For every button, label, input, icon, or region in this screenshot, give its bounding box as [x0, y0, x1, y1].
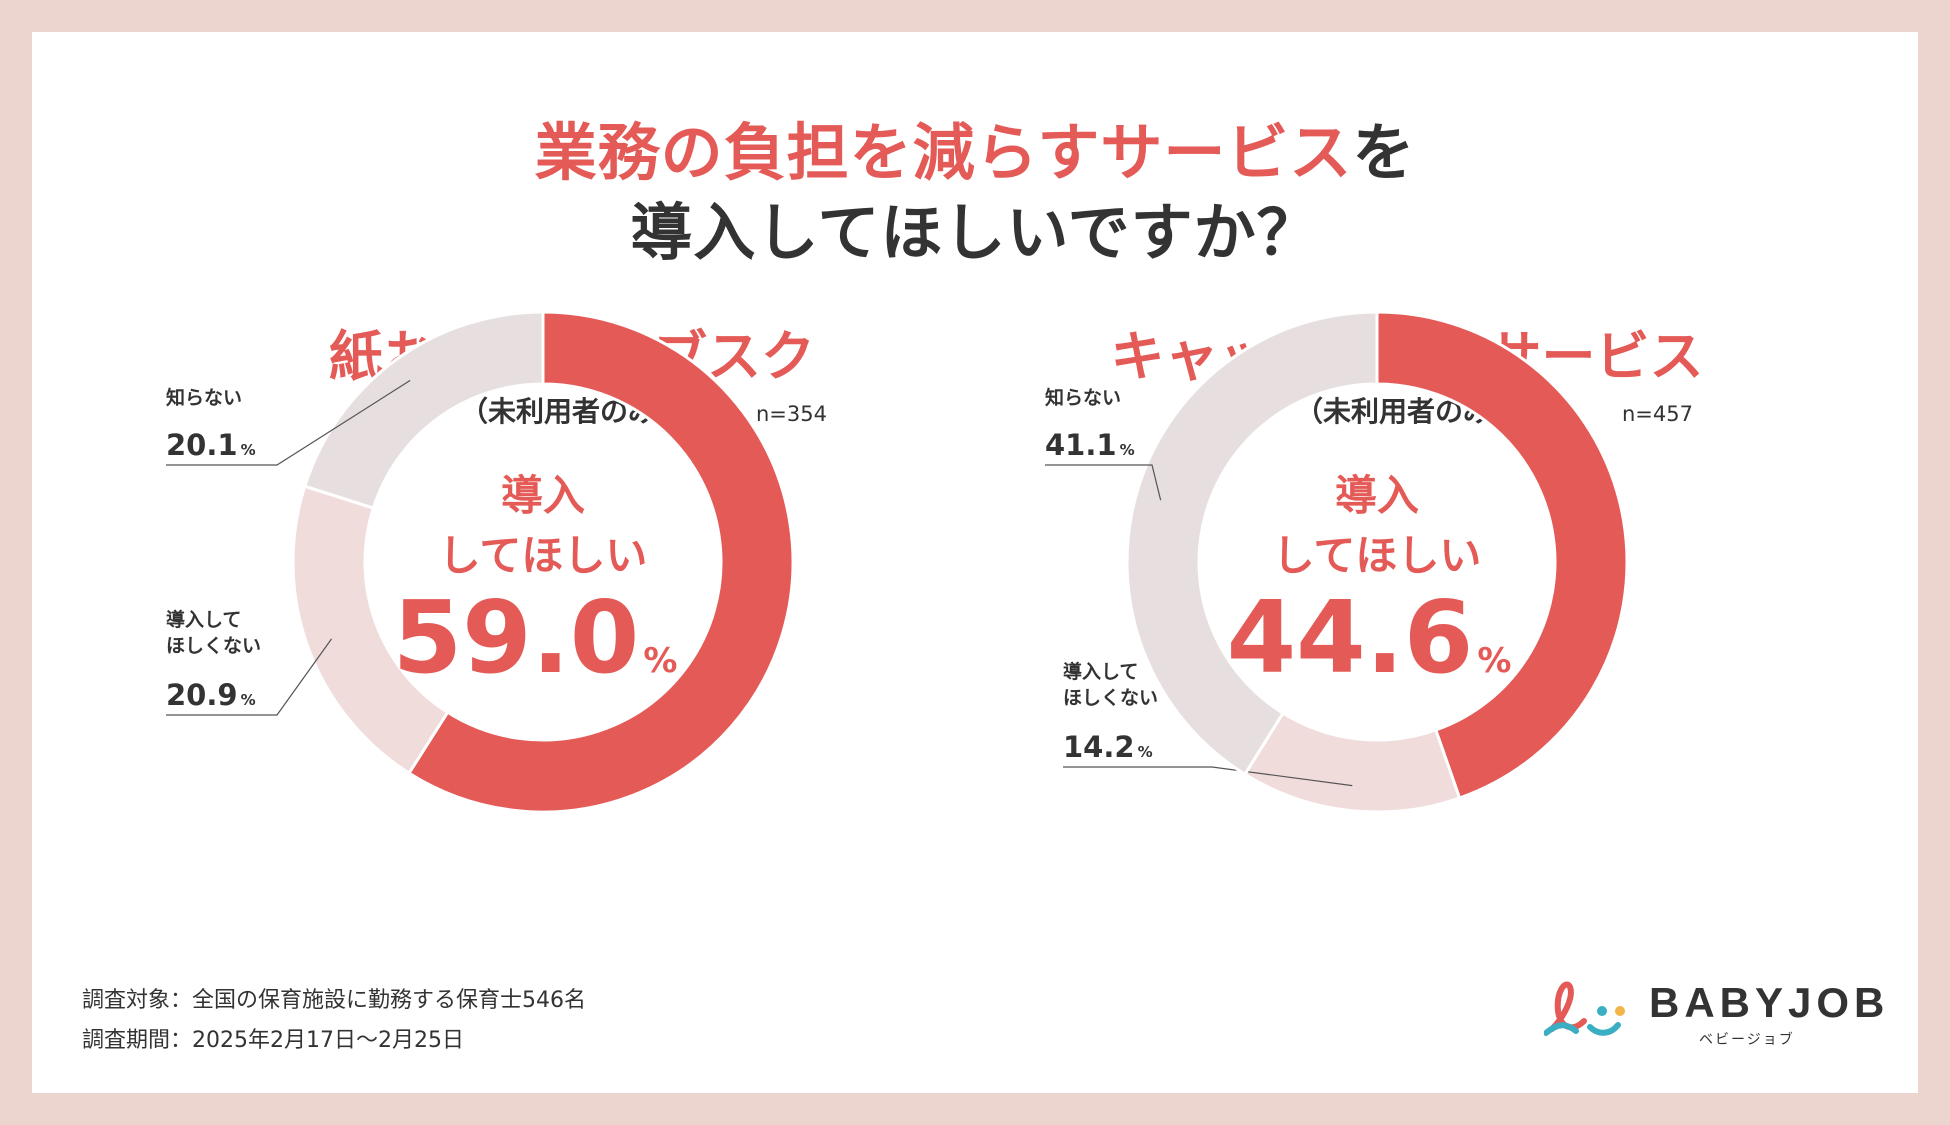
callout-line-0-2: [166, 379, 411, 466]
callout-value-0-2: 20.1%: [166, 428, 256, 462]
center-label-line2-0: してほしい: [439, 531, 648, 580]
callout-label-0-1: 導入して: [166, 608, 241, 631]
donut-slice-1-0: [1375, 310, 1629, 800]
callout-value-1-1: 14.2%: [1063, 730, 1153, 764]
chart-right-n: n=457: [1622, 402, 1693, 426]
callout-line-1-2: [1045, 464, 1162, 501]
babyjob-logo: BABYJOB ベビージョブ: [1544, 977, 1884, 1057]
footer-period: 調査期間：2025年2月17日〜2月25日: [82, 1028, 464, 1053]
center-value-0: 59.0%: [393, 579, 678, 696]
chart-left-n: n=354: [756, 402, 827, 426]
main-title-line1: 業務の負担を減らすサービスを: [32, 102, 1918, 192]
footer-subjects: 調査対象：全国の保育施設に勤務する保育士546名: [82, 988, 586, 1013]
callout-label-0-2: 知らない: [166, 386, 242, 409]
infographic-card: 業務の負担を減らすサービスを 導入してほしいですか？ 紙おむつのサブスク （未利…: [32, 32, 1918, 1093]
center-label-line2-1: してほしい: [1273, 531, 1482, 580]
babyjob-logo-kana: ベビージョブ: [1699, 1032, 1795, 1048]
callout-value-1-2: 41.1%: [1045, 428, 1135, 462]
callout-label-0-1: ほしくない: [166, 635, 261, 657]
callout-label-1-2: 知らない: [1045, 386, 1121, 409]
center-label-line1-0: 導入: [501, 471, 585, 520]
babyjob-logo-icon: [1544, 981, 1625, 1036]
main-title-line2: 導入してほしいですか？: [630, 196, 1320, 269]
center-label-line1-1: 導入: [1335, 471, 1419, 520]
donut-slice-1-1: [1242, 711, 1462, 814]
babyjob-logo-text: BABYJOB: [1649, 979, 1890, 1026]
callout-line-1-1: [1063, 766, 1353, 787]
donut-slice-0-2: [302, 310, 545, 510]
donut-slice-0-0: [406, 310, 795, 814]
callout-line-0-1: [166, 638, 333, 716]
main-title-rest: を: [1352, 116, 1416, 189]
callout-label-1-1: ほしくない: [1063, 687, 1158, 709]
donut-slice-1-2: [1125, 310, 1379, 777]
callout-value-0-1: 20.9%: [166, 678, 256, 712]
main-title-highlight: 業務の負担を減らすサービス: [534, 116, 1353, 189]
callout-label-1-1: 導入して: [1063, 660, 1138, 683]
center-value-1: 44.6%: [1227, 579, 1512, 696]
